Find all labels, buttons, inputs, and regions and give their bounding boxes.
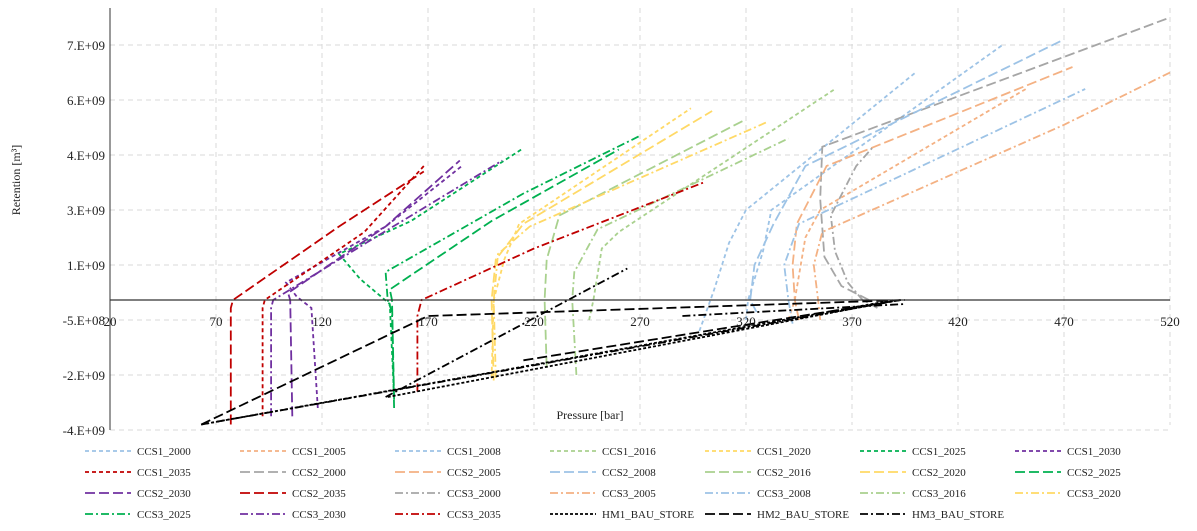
legend-label: CCS3_2025: [137, 509, 191, 521]
x-tick-label: 470: [1054, 314, 1074, 329]
series-line-aux-0: [385, 267, 628, 398]
series-line-ccs2-2008: [749, 38, 1065, 313]
legend-label: CCS1_2016: [602, 446, 656, 458]
y-tick-label: -2.E+09: [63, 368, 105, 383]
series-line-ccs2-2025: [388, 148, 620, 400]
series-line-ccs2-2030: [287, 159, 461, 417]
legend-label: CCS1_2000: [137, 446, 191, 458]
y-tick-label: -4.E+09: [63, 423, 105, 438]
x-tick-label: 220: [524, 314, 544, 329]
series-line-ccs3-2025: [384, 134, 641, 409]
series-line-ccs3-2030: [270, 159, 503, 417]
y-tick-label: -5.E+08: [63, 313, 105, 328]
legend-label: CCS2_2025: [1067, 467, 1121, 479]
legend-label: CCS2_2008: [602, 467, 656, 479]
series-line-ccs3-2016: [571, 137, 789, 376]
x-tick-label: 120: [312, 314, 332, 329]
x-axis-label: Pressure [bar]: [557, 408, 624, 422]
x-tick-label: 420: [948, 314, 968, 329]
y-tick-label: 6.E+09: [67, 93, 105, 108]
series-line-ccs2-2016: [543, 118, 747, 368]
legend-label: CCS1_2005: [292, 446, 346, 458]
x-tick-label: 270: [630, 314, 650, 329]
legend-label: HM2_BAU_STORE: [757, 509, 849, 521]
y-axis-label: Retention [m³]: [9, 145, 23, 216]
legend-label: CCS2_2016: [757, 467, 811, 479]
series-line-ccs2-2035: [229, 170, 425, 425]
series-line-ccs1-2020: [490, 107, 692, 378]
series-line-ccs1-2025: [337, 148, 522, 398]
x-tick-label: 70: [210, 314, 223, 329]
series-line-ccs1-2000: [745, 44, 1004, 321]
legend-label: CCS2_2035: [292, 488, 346, 500]
legend-label: CCS1_2008: [447, 446, 501, 458]
x-tick-label: 370: [842, 314, 862, 329]
series-line-ccs3-2020: [492, 121, 768, 378]
series-line-hm3-bau-store: [201, 299, 901, 426]
legend-label: HM3_BAU_STORE: [912, 509, 1004, 521]
series-line-ccs3-2008: [783, 88, 1086, 324]
legend-label: CCS2_2000: [292, 467, 346, 479]
x-tick-label: 320: [736, 314, 756, 329]
legend-label: CCS1_2020: [757, 446, 811, 458]
series-lines: [200, 16, 1171, 426]
series-line-ccs1-2030: [284, 165, 463, 409]
legend-label: CCS1_2035: [137, 467, 191, 479]
series-line-ccs1-2016: [588, 88, 836, 321]
series-line-ccs2-2005: [791, 66, 1073, 321]
legend-label: CCS3_2016: [912, 488, 966, 500]
legend-label: HM1_BAU_STORE: [602, 509, 694, 521]
series-line-ccs1-2008: [698, 71, 917, 332]
series-line-ccs1-2005: [787, 88, 1027, 321]
legend-label: CCS3_2020: [1067, 488, 1121, 500]
series-line-ccs2-2000: [819, 16, 1171, 301]
legend-label: CCS3_2005: [602, 488, 656, 500]
series-line-ccs1-2035: [261, 165, 425, 417]
series-line-aux-2: [523, 299, 901, 362]
legend-label: CCS3_2008: [757, 488, 811, 500]
grid: [109, 8, 1171, 431]
y-tick-label: 1.E+09: [67, 258, 105, 273]
legend-label: CCS2_2020: [912, 467, 966, 479]
legend-label: CCS1_2030: [1067, 446, 1121, 458]
y-tick-label: 4.E+09: [67, 148, 105, 163]
axes: 7.E+09 6.E+09 4.E+09 3.E+09 1.E+09 -5.E+08 -2.…: [63, 8, 1180, 438]
legend-label: CCS2_2005: [447, 467, 501, 479]
legend: CCS1_2000 CCS1_2005 CCS1_2008 CCS1_2016 CCS1…: [85, 446, 1121, 521]
legend-label: CCS3_2000: [447, 488, 501, 500]
x-tick-label: 170: [418, 314, 438, 329]
x-tick-label: 20: [104, 314, 117, 329]
series-line-aux-1: [387, 299, 899, 398]
y-tick-label: 3.E+09: [67, 203, 105, 218]
legend-label: CCS3_2035: [447, 509, 501, 521]
series-line-ccs3-2005: [812, 71, 1171, 321]
legend-label: CCS2_2030: [137, 488, 191, 500]
y-tick-label: 7.E+09: [67, 38, 105, 53]
series-line-extra-27: [682, 303, 906, 317]
series-line-ccs3-2000: [829, 146, 878, 309]
series-line-hm2-bau-store: [200, 299, 906, 426]
x-tick-label: 520: [1160, 314, 1180, 329]
series-line-ccs2-2020: [490, 110, 713, 381]
legend-label: CCS3_2030: [292, 509, 346, 521]
legend-label: CCS1_2025: [912, 446, 966, 458]
